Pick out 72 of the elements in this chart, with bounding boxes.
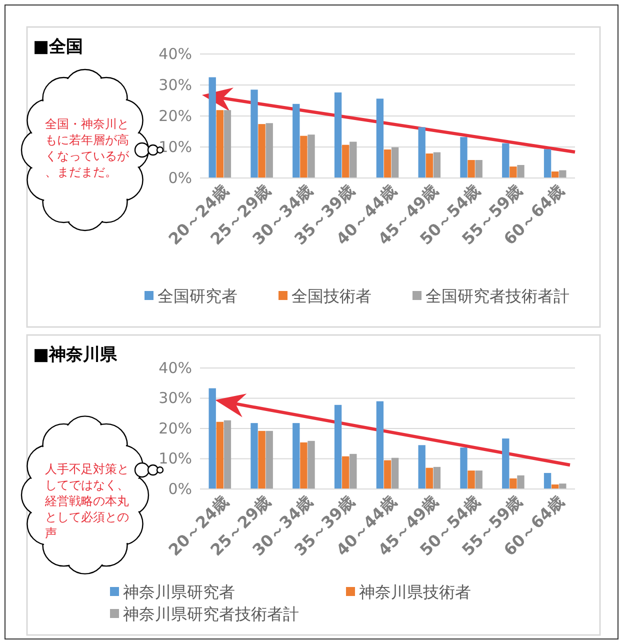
bar: [216, 110, 224, 178]
text: ■全国: [33, 37, 84, 57]
bar: [292, 423, 300, 489]
bar: [208, 388, 216, 489]
bar: [544, 149, 552, 178]
bar: [224, 420, 232, 489]
legend-label: 全国技術者: [292, 286, 372, 306]
legend-label: 神奈川県技術者: [359, 582, 471, 602]
bar: [308, 440, 315, 489]
bar: [384, 149, 392, 178]
bar: [475, 160, 482, 178]
bar: [468, 470, 475, 489]
bar: [433, 466, 441, 489]
y-tick-label: 40%: [158, 358, 192, 377]
y-tick-label: 20%: [158, 106, 192, 125]
legend-label: 神奈川県研究者: [123, 582, 235, 602]
legend-label: 全国研究者: [158, 286, 238, 306]
bar: [468, 160, 475, 178]
bar: [250, 90, 258, 178]
y-tick-label: 0%: [168, 480, 192, 498]
y-tick-label: 30%: [158, 76, 192, 94]
bar: [342, 144, 350, 178]
text: 全国・神奈川ともに若年層が高くなっているが、まだまだ。: [45, 117, 130, 179]
y-tick-label: 40%: [158, 44, 192, 63]
bar: [460, 137, 468, 178]
bar: [258, 124, 266, 178]
bar: [258, 430, 266, 489]
bar: [391, 458, 399, 489]
y-tick-label: 20%: [158, 419, 192, 438]
y-tick-label: 30%: [158, 389, 192, 408]
bar: [376, 401, 384, 489]
bar: [308, 134, 315, 178]
bar: [292, 104, 300, 178]
y-tick-label: 0%: [168, 168, 192, 187]
bar: [426, 154, 433, 178]
bar: [350, 454, 357, 489]
bar: [300, 442, 308, 489]
bar: [300, 136, 308, 178]
bar: [334, 92, 342, 178]
y-tick-label: 10%: [158, 138, 192, 156]
bar: [475, 470, 482, 489]
bar: [342, 456, 350, 489]
bar: [517, 164, 524, 178]
chart-title: ■神奈川県: [33, 345, 118, 365]
legend-label: 神奈川県研究者技術者計: [123, 604, 299, 624]
legend-label: 全国研究者技術者計: [426, 286, 570, 306]
bar: [433, 152, 441, 178]
bar: [418, 127, 426, 178]
text: 人手不足対策としてではなく、経営戦略の本丸として必須との声: [44, 462, 129, 540]
bar: [208, 77, 216, 178]
bar: [350, 142, 357, 178]
y-tick-label: 10%: [158, 450, 192, 468]
bar: [502, 438, 510, 489]
bar: [391, 147, 399, 178]
bar: [376, 98, 384, 178]
bar: [517, 475, 524, 489]
bar: [384, 460, 392, 489]
bar: [426, 468, 433, 489]
bar: [266, 123, 273, 178]
bar: [552, 171, 559, 178]
bar: [502, 143, 510, 178]
bar: [216, 422, 224, 489]
bar: [334, 404, 342, 489]
bar: [418, 445, 426, 489]
bar: [544, 472, 552, 489]
bar: [510, 478, 517, 489]
bar: [510, 166, 517, 178]
bar: [250, 423, 258, 489]
bar: [460, 448, 468, 489]
bar: [266, 430, 273, 489]
bar: [559, 484, 566, 489]
bar: [224, 110, 232, 178]
